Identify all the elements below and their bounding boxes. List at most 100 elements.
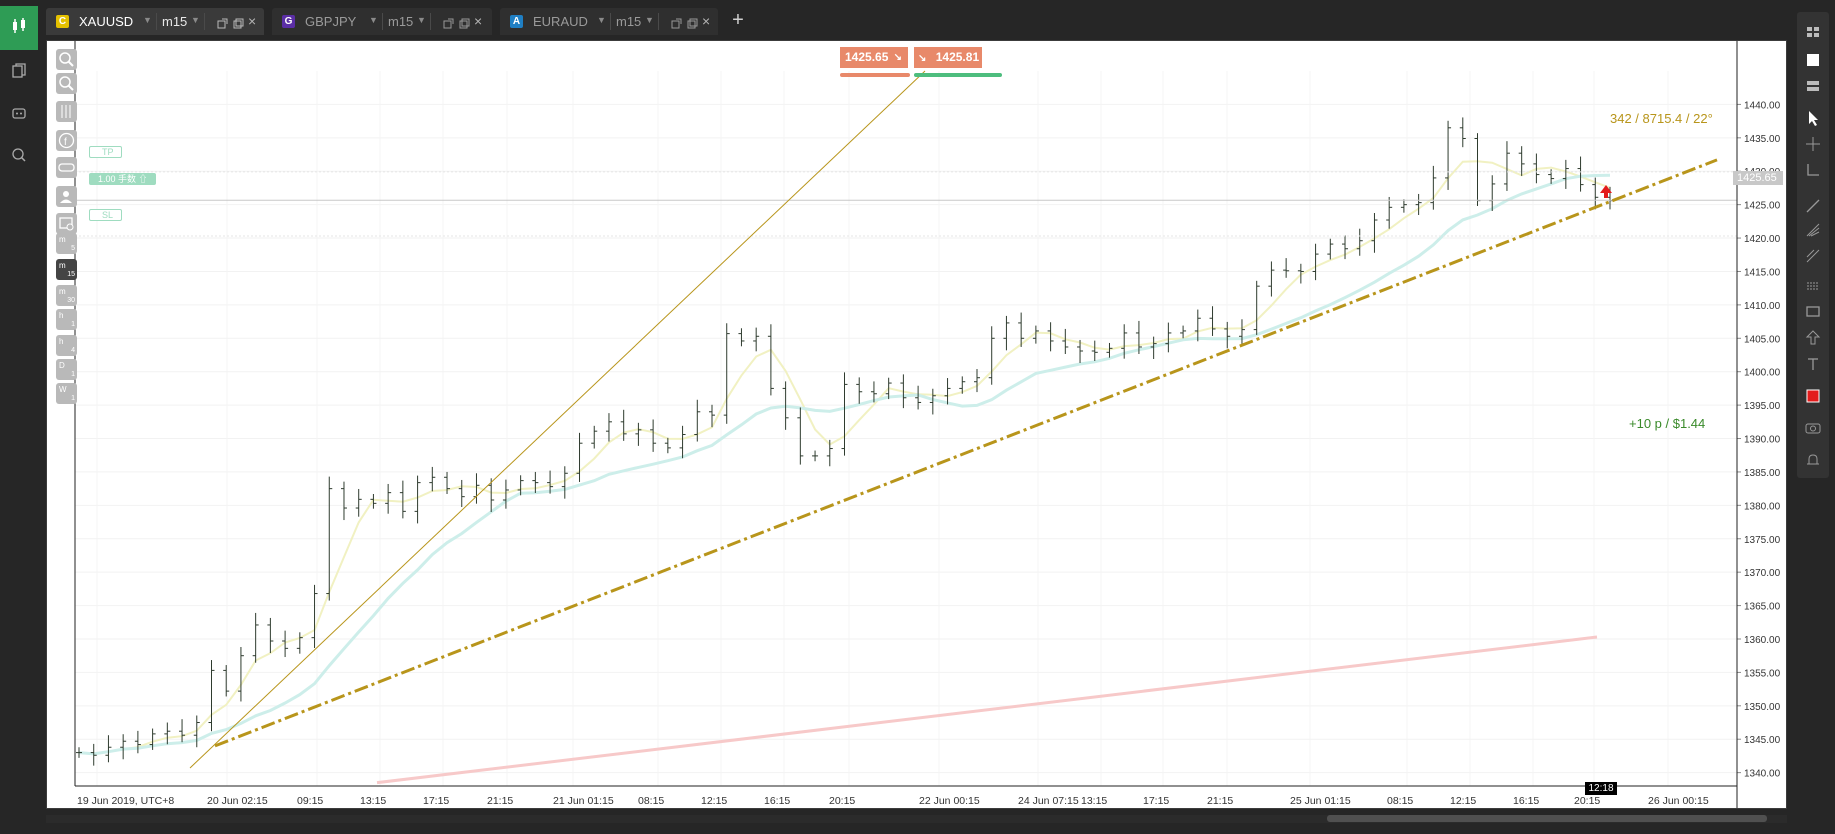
- rectangle-tool-button[interactable]: [1803, 302, 1823, 322]
- timeframe-label: m 30: [59, 287, 75, 304]
- tab-divider: [610, 13, 611, 30]
- window-icon: [1803, 54, 1823, 74]
- share-button[interactable]: f: [56, 130, 77, 151]
- layouts-icon: [11, 62, 27, 84]
- y-tick-label: 1435.00: [1744, 134, 1781, 145]
- tab-timeframe[interactable]: m15: [616, 14, 642, 29]
- arrow-tool-button[interactable]: [1803, 328, 1823, 348]
- close-icon[interactable]: ×: [474, 13, 483, 29]
- arrow-up-icon: [1600, 185, 1612, 193]
- x-tick-label: 21:15: [1207, 795, 1233, 807]
- tab-xauusd[interactable]: C XAUUSD ▼ m15 ▼ ×: [46, 8, 264, 35]
- line-tool-button[interactable]: [1803, 196, 1823, 216]
- take-profit-tag[interactable]: TP: [89, 146, 122, 158]
- channel-tool-button[interactable]: [1803, 276, 1823, 296]
- tab-symbol: EURAUD: [533, 14, 588, 29]
- profile-button[interactable]: [56, 186, 77, 207]
- analysis-nav-button[interactable]: [0, 136, 38, 178]
- add-tab-button[interactable]: +: [732, 9, 744, 31]
- buy-price-button[interactable]: ↘ 1425.81: [914, 47, 982, 68]
- sell-bar: [840, 73, 910, 77]
- fib-tool-button[interactable]: [1803, 220, 1823, 240]
- text-tool-button[interactable]: [1803, 354, 1823, 374]
- popout-icon[interactable]: [671, 16, 682, 29]
- popout-icon[interactable]: [443, 16, 454, 29]
- sell-price-button[interactable]: 1425.65 ↘: [840, 47, 908, 68]
- crosshair-icon: [1803, 137, 1823, 158]
- tab-gbpjpy[interactable]: G GBPJPY ▼ m15 ▼ ×: [272, 8, 492, 35]
- alert-icon: [1803, 454, 1823, 474]
- chevron-down-icon[interactable]: ▼: [191, 15, 200, 25]
- single-window-button[interactable]: [1803, 50, 1823, 70]
- pitchfork-tool-button[interactable]: [1803, 246, 1823, 266]
- symbol-badge: A: [510, 15, 523, 28]
- crosshair-tool-button[interactable]: [1803, 134, 1823, 154]
- cursor-tool-button[interactable]: [1803, 108, 1823, 128]
- symbol-badge: G: [282, 15, 295, 28]
- buy-bar: [914, 73, 1002, 77]
- y-tick-label: 1340.00: [1744, 769, 1781, 780]
- y-tick-label: 1370.00: [1744, 568, 1781, 579]
- chart-window[interactable]: 1440.001435.001430.001425.001420.001415.…: [46, 40, 1787, 809]
- zoom-out-button[interactable]: [56, 73, 77, 94]
- x-tick-label: 13:15: [360, 795, 386, 807]
- indicators-button[interactable]: [56, 101, 77, 122]
- chevron-down-icon[interactable]: ▼: [143, 15, 152, 25]
- duplicate-icon[interactable]: [459, 16, 470, 29]
- y-tick-label: 1375.00: [1744, 535, 1781, 546]
- tab-timeframe[interactable]: m15: [388, 14, 414, 29]
- x-tick-label: 21:15: [487, 795, 513, 807]
- bot-nav-button[interactable]: [0, 94, 38, 136]
- close-icon[interactable]: ×: [702, 13, 711, 29]
- bot-icon: [11, 105, 27, 126]
- alert-button[interactable]: [1803, 450, 1823, 470]
- timeframe-m15-button[interactable]: m 15: [56, 259, 77, 280]
- ma-fast-line: [78, 160, 1611, 755]
- chevron-down-icon[interactable]: ▼: [369, 15, 378, 25]
- timeframe-m30-button[interactable]: m 30: [56, 285, 77, 306]
- tab-timeframe[interactable]: m15: [162, 14, 188, 29]
- color-picker-button[interactable]: [1803, 386, 1823, 406]
- x-tick-label: 20 Jun 02:15: [207, 795, 268, 807]
- stop-loss-tag[interactable]: SL: [89, 209, 122, 221]
- chart-grid: [75, 71, 1737, 786]
- chevron-down-icon[interactable]: ▼: [645, 15, 654, 25]
- take-profit-label: TP: [102, 147, 114, 157]
- measure-tool-button[interactable]: [1803, 160, 1823, 180]
- chevron-down-icon[interactable]: ▼: [597, 15, 606, 25]
- panel-layout-button[interactable]: [1803, 76, 1823, 96]
- price-chart[interactable]: 1440.001435.001430.001425.001420.001415.…: [47, 41, 1788, 810]
- chevron-down-icon[interactable]: ▼: [417, 15, 426, 25]
- duplicate-icon[interactable]: [687, 16, 698, 29]
- position-label: 1.00 手数 ⇧: [98, 174, 148, 184]
- y-tick-label: 1400.00: [1744, 368, 1781, 379]
- charts-nav-button[interactable]: [0, 6, 38, 50]
- grid-layout-button[interactable]: [1803, 22, 1823, 42]
- screenshot-button[interactable]: [1803, 418, 1823, 438]
- candles: [76, 117, 1613, 766]
- close-icon[interactable]: ×: [248, 13, 257, 29]
- trendline-dash-dot: [214, 158, 1718, 748]
- y-tick-label: 1420.00: [1744, 234, 1781, 245]
- horizontal-scroll-track[interactable]: [46, 815, 1787, 823]
- trendline-info: 342 / 8715.4 / 22°: [1610, 111, 1713, 126]
- layouts-nav-button[interactable]: [0, 52, 38, 94]
- link-button[interactable]: [56, 157, 77, 178]
- tab-euraud[interactable]: A EURAUD ▼ m15 ▼ ×: [500, 8, 718, 35]
- popout-icon[interactable]: [217, 16, 228, 29]
- horizontal-scroll-thumb[interactable]: [1327, 815, 1767, 822]
- y-tick-label: 1350.00: [1744, 702, 1781, 713]
- position-tag[interactable]: 1.00 手数 ⇧: [89, 173, 156, 185]
- duplicate-icon[interactable]: [233, 16, 244, 29]
- zoom-in-button[interactable]: [56, 49, 77, 70]
- chart-settings-button[interactable]: [56, 213, 77, 234]
- buy-price: 1425.81: [935, 50, 980, 64]
